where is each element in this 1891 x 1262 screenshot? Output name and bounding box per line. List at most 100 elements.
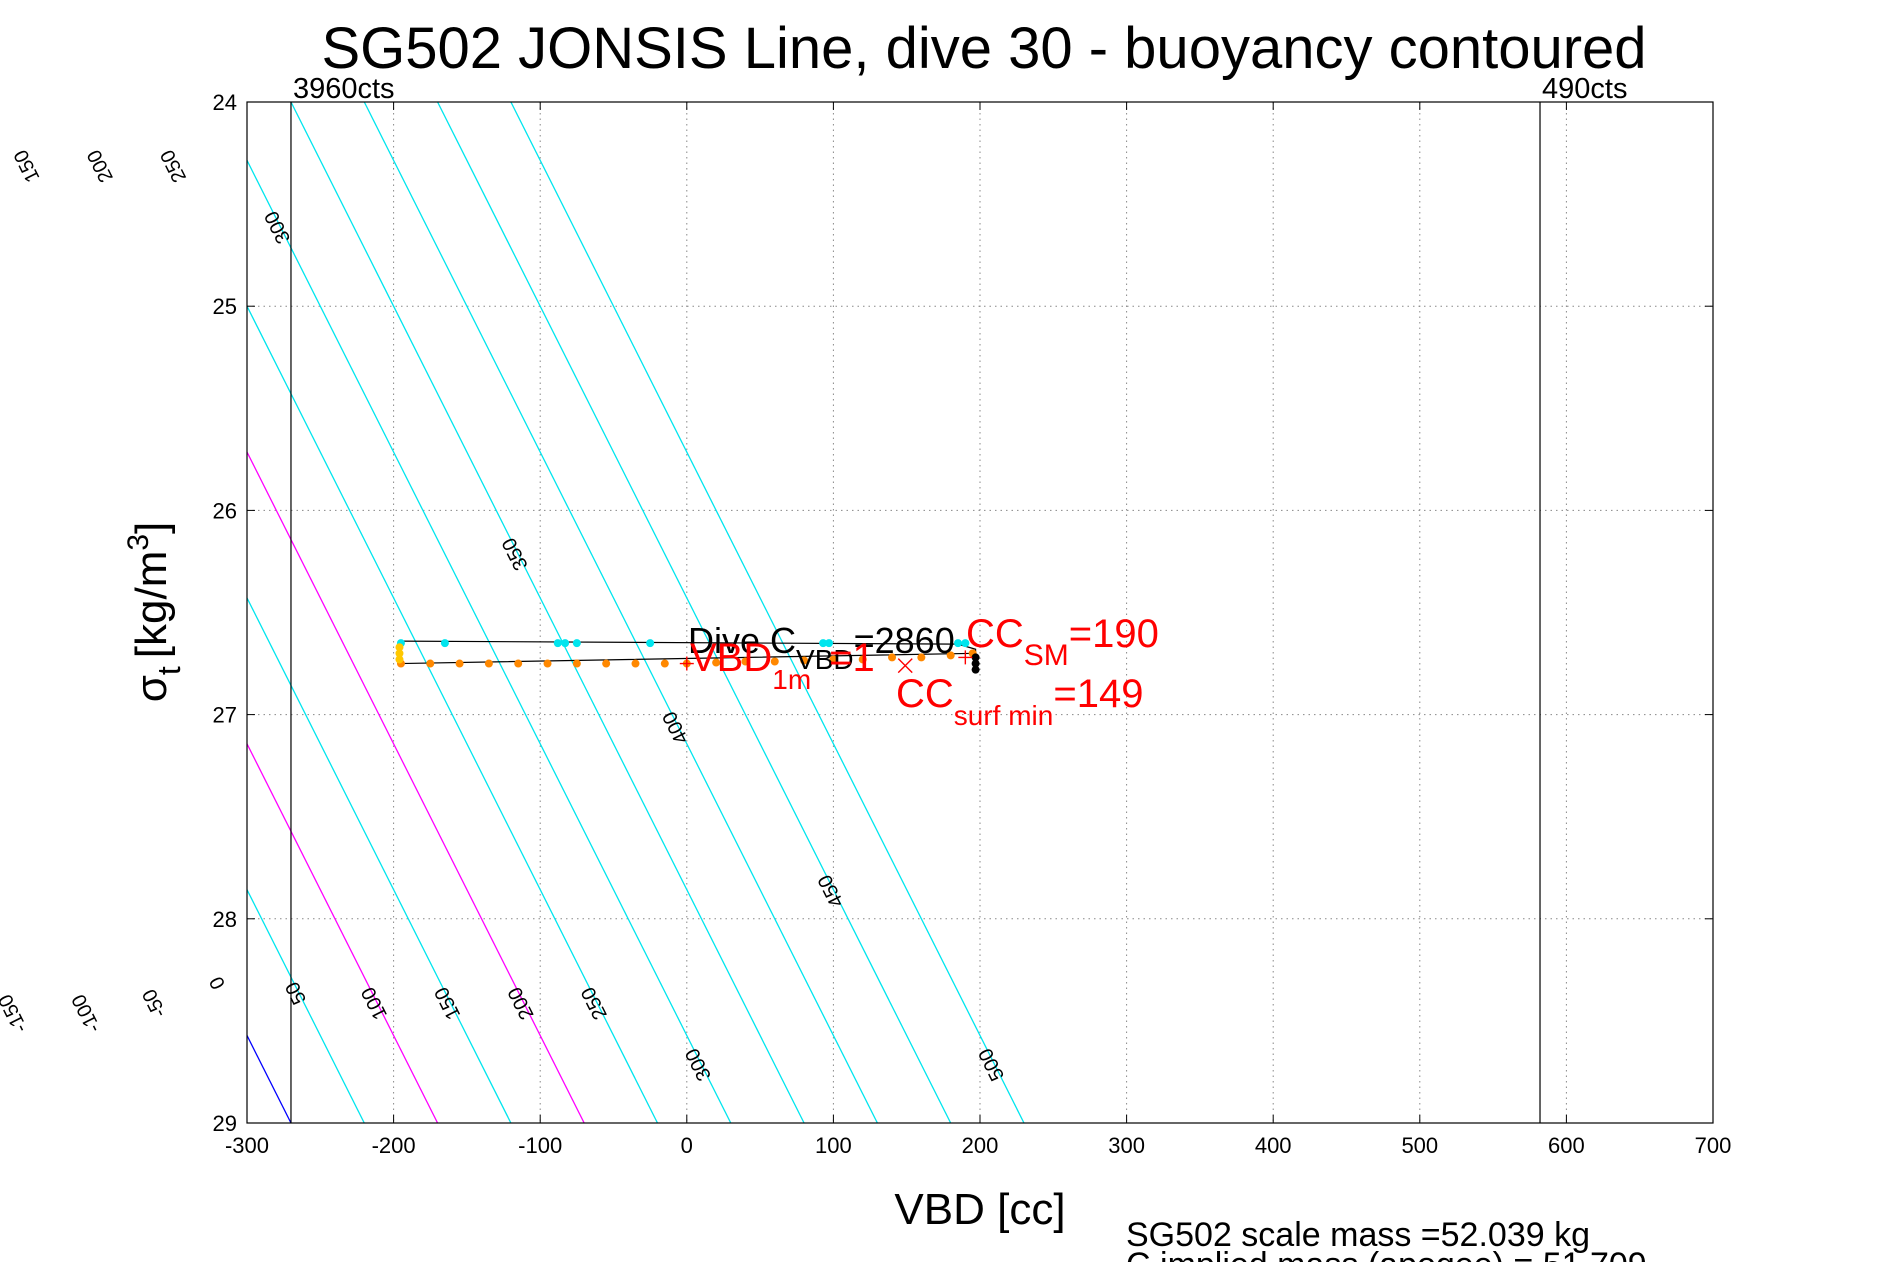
x-tick-label: 100: [815, 1133, 852, 1158]
x-tick-label: 700: [1695, 1133, 1732, 1158]
dive-c-main: Dive C: [688, 620, 796, 661]
limit-line-label: 3960cts: [293, 73, 395, 105]
contour-line: [247, 596, 512, 1123]
data-point: [971, 653, 980, 662]
dive-outline: [399, 640, 977, 665]
cc-sm-annotation: CCSM=190: [966, 612, 1159, 672]
y-tick-label: 29: [213, 1111, 237, 1136]
contour-line: [0, 102, 218, 1123]
data-point: [660, 659, 669, 668]
contour-line: [0, 102, 144, 1123]
red-plus-marker: [958, 650, 973, 665]
contour-line: [247, 888, 365, 1123]
dive-c-subscript: VBD: [796, 644, 854, 675]
data-point: [440, 639, 449, 648]
contour-label: 200: [83, 146, 118, 186]
data-point: [646, 639, 655, 648]
cc-sm-subscript: SM: [1024, 639, 1069, 672]
data-point: [561, 639, 570, 648]
contour-line: [247, 158, 732, 1123]
y-tick-label: 25: [213, 294, 237, 319]
data-point: [971, 659, 980, 668]
x-tick-label: -200: [372, 1133, 416, 1158]
vbd-1m-subscript: 1m: [772, 664, 811, 695]
contour-line: [290, 102, 805, 1123]
data-point: [858, 655, 867, 664]
dive-c-value: =2860: [854, 620, 955, 661]
buoyancy-contours: [0, 102, 1025, 1123]
plot-area-background: [247, 102, 1713, 1123]
contour-line: [436, 102, 952, 1123]
y-axis-label: σt [kg/m3]: [122, 522, 187, 703]
dive-c-vbd-annotation: Dive CVBD=2860: [688, 620, 955, 675]
y-tick-label: 27: [213, 703, 237, 728]
contour-label: -150: [0, 991, 32, 1037]
contour-line: [510, 102, 1025, 1123]
data-point: [741, 657, 750, 666]
y-tick-label: 28: [213, 907, 237, 932]
contour-label: 150: [10, 146, 45, 186]
data-point: [395, 649, 404, 658]
footer-scale-mass: SG502 scale mass =52.039 kg: [1126, 1216, 1590, 1254]
cc-sm-main: CC: [966, 612, 1024, 656]
red-plus-marker: [679, 656, 694, 671]
data-point: [602, 659, 611, 668]
red-x-marker: [897, 658, 913, 674]
dive-outline-path: [399, 640, 977, 665]
y-axis-label-subscript: t: [151, 666, 187, 675]
data-point: [631, 659, 640, 668]
data-point: [888, 653, 897, 662]
chart-title: SG502 JONSIS Line, dive 30 - buoyancy co…: [321, 16, 1646, 81]
data-point: [954, 639, 963, 648]
footer-implied-mass-text: implied mass (apogee) = 51.709: [1151, 1246, 1647, 1262]
vbd-1m-main: VBD: [690, 636, 772, 680]
data-point: [825, 639, 834, 648]
data-point: [712, 658, 721, 667]
red-markers: [679, 650, 973, 674]
cc-surf-subscript: surf min: [954, 700, 1054, 731]
x-tick-label: -300: [225, 1133, 269, 1158]
data-point: [800, 656, 809, 665]
x-axis-label: VBD [cc]: [894, 1185, 1065, 1234]
grid-lines: [247, 102, 1713, 1123]
data-point: [829, 655, 838, 664]
footer-implied-mass-c: C: [1126, 1246, 1151, 1262]
data-series: [395, 639, 980, 674]
contour-label: 0: [205, 973, 230, 993]
y-tick-label: 26: [213, 498, 237, 523]
x-tick-label: 500: [1401, 1133, 1438, 1158]
vbd-1m-value: =1: [829, 636, 875, 680]
cc-surf-min-annotation: CCsurf min=149: [896, 672, 1143, 731]
cc-surf-value: =149: [1053, 672, 1143, 716]
y-axis-label-symbol: σ: [127, 675, 176, 702]
contour-line: [247, 742, 439, 1123]
data-point: [484, 659, 493, 668]
contour-label: -100: [68, 991, 106, 1037]
x-tick-label: 300: [1108, 1133, 1145, 1158]
cc-surf-main: CC: [896, 672, 954, 716]
data-point: [395, 655, 404, 664]
contour-label: 250: [156, 146, 191, 186]
x-tick-label: 0: [681, 1133, 693, 1158]
x-tick-label: 400: [1255, 1133, 1292, 1158]
y-tick-label: 24: [213, 90, 237, 115]
limit-line-label: 490cts: [1542, 73, 1627, 105]
data-point: [946, 651, 955, 660]
y-axis-label-superscript: 3: [122, 534, 155, 551]
data-point: [770, 657, 779, 666]
data-point: [514, 659, 523, 668]
contour-line: [0, 102, 71, 1123]
footer-implied-mass: C implied mass (apogee) = 51.709: [1126, 1246, 1647, 1262]
data-point: [917, 653, 926, 662]
x-tick-label: 200: [962, 1133, 999, 1158]
vbd-1m-annotation: VBD1m =1: [690, 636, 875, 695]
y-axis-label-close: ]: [127, 522, 176, 534]
axis-ticks: -300 -200 -100 0 100 200 300 400 500 600 700 24 25 26…: [213, 90, 1732, 1158]
data-point: [961, 639, 970, 648]
data-point: [971, 665, 980, 674]
contour-line: [363, 102, 878, 1123]
vbd-limit-lines: 3960cts 490cts: [290, 73, 1627, 1123]
contour-line: [247, 304, 659, 1123]
data-point: [395, 643, 404, 652]
